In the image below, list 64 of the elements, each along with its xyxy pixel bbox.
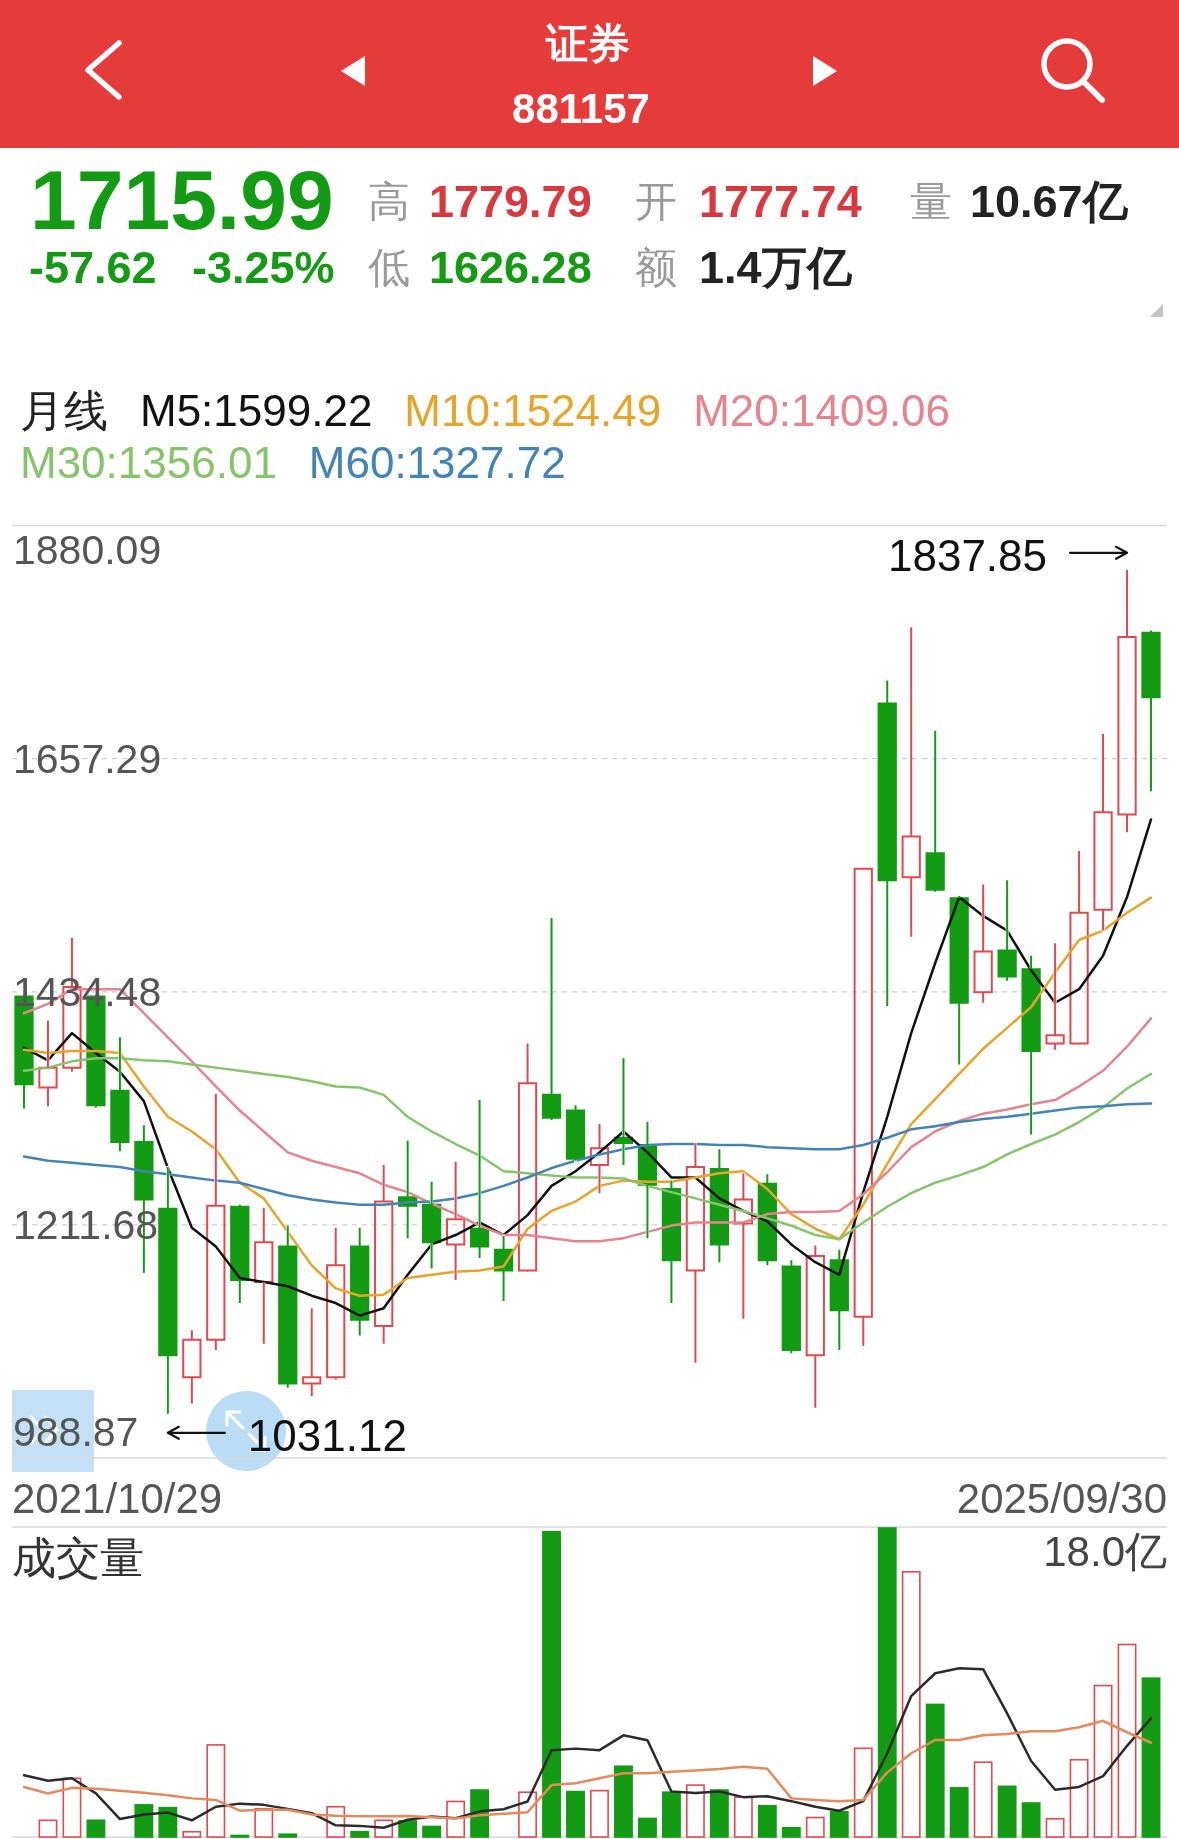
chart-title: 成交量 [12, 1532, 144, 1582]
bar [566, 1790, 585, 1838]
y-tick-label: 1657.29 [13, 735, 162, 782]
bar [997, 1785, 1017, 1838]
text: M5:1599.22 [140, 385, 373, 435]
bar [398, 1820, 418, 1838]
bar [662, 1791, 681, 1838]
bar [1045, 1817, 1065, 1838]
bar [350, 1830, 370, 1838]
bar [590, 1789, 609, 1838]
bar [1141, 1677, 1161, 1838]
bar [733, 1796, 753, 1838]
text: 低 [368, 243, 410, 291]
bar [422, 1825, 442, 1838]
text: 1779.79 [429, 175, 592, 227]
text: 证券 [545, 19, 630, 67]
bar [949, 1787, 969, 1838]
bar [542, 1530, 561, 1838]
y-tick-label: 988.87 [13, 1409, 139, 1455]
legend-title: 月线 [20, 385, 108, 435]
bar [182, 1830, 202, 1838]
text: 量 [910, 177, 952, 225]
bar [709, 1789, 729, 1838]
bar [614, 1765, 633, 1838]
bar [1117, 1643, 1137, 1838]
y-tick-label: 1880.09 [13, 526, 162, 573]
bar [1069, 1758, 1089, 1838]
text: 2025/09/30 [956, 1474, 1167, 1522]
text: 2021/10/29 [12, 1474, 223, 1522]
bar [829, 1810, 849, 1838]
text: M30:1356.01 [20, 437, 277, 487]
bar [278, 1833, 298, 1838]
bar [877, 1527, 897, 1838]
text: M20:1409.06 [693, 385, 951, 435]
bar [1093, 1684, 1113, 1838]
bar [86, 1819, 106, 1838]
bar [446, 1800, 466, 1838]
bar [757, 1804, 777, 1838]
bar [38, 1819, 58, 1838]
bar [925, 1703, 945, 1838]
text: 高 [368, 177, 410, 225]
bar [1021, 1802, 1041, 1838]
annotation: 18.0亿 [1043, 1527, 1167, 1575]
text: 1626.28 [429, 241, 592, 293]
bar [134, 1804, 154, 1838]
text: 881157 [512, 84, 650, 132]
text: 额 [635, 243, 677, 291]
text: 1.4万亿 [699, 241, 853, 293]
text: 开 [635, 177, 677, 225]
bar [685, 1784, 705, 1838]
bar [254, 1808, 274, 1838]
bar [638, 1817, 657, 1838]
bar [206, 1744, 226, 1838]
bar [853, 1747, 873, 1838]
bar [158, 1806, 178, 1838]
bar [973, 1761, 993, 1838]
text: 10.67亿 [970, 175, 1129, 227]
bar [781, 1826, 801, 1838]
text: 1777.74 [699, 175, 862, 227]
text: M60:1327.72 [308, 437, 566, 487]
annotation: 1837.85 [887, 531, 1048, 581]
bar [805, 1816, 825, 1838]
bar [901, 1571, 921, 1838]
text: M10:1524.49 [404, 385, 662, 435]
